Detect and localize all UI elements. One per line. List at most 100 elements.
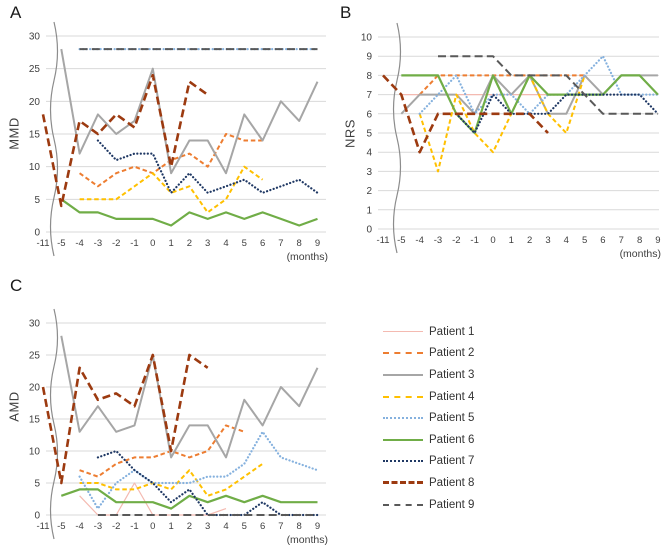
series-line-p5-chart-c: [78, 430, 319, 510]
x-tick-label: -5: [397, 235, 405, 246]
x-tick-label: 2: [527, 235, 532, 246]
x-tick-label: -4: [415, 235, 423, 246]
series-line-p2-chart-c: [79, 424, 245, 478]
x-tick-label: -3: [434, 235, 442, 246]
series-line-p5-chart-b: [418, 55, 659, 115]
series-line-p6-chart-b: [401, 74, 659, 135]
x-tick-label: -4: [75, 238, 83, 249]
panel-c-label: C: [10, 276, 23, 295]
y-tick-label: 0: [34, 511, 40, 522]
x-tick-label: 2: [187, 238, 192, 249]
x-tick-label: 0: [490, 235, 495, 246]
x-tick-label: -11: [36, 521, 49, 532]
series-line-p4-chart-c: [79, 462, 264, 497]
series-line-p9-chart-b: [438, 55, 658, 115]
x-axis-unit-label: (months): [287, 534, 328, 546]
x-tick-label: -1: [470, 235, 478, 246]
x-tick-label: 6: [600, 235, 605, 246]
chart-a-canvas: 0 5 10 15 20 25 30 -11 -5 -4 -3 -2 -1 0 1 2 3 4 5 6 7 8 9 (mont…: [29, 21, 328, 263]
panel-b-label: B: [340, 3, 352, 22]
y-tick-label: 8: [366, 71, 372, 82]
y-tick-label: 10: [29, 162, 41, 173]
chart-b-canvas: 0 1 2 3 4 5 6 7 8 9 10 -11 -5 -4 -3 -2 -1 0 1 2 3 4 5 6 7 8 9 (mont…: [361, 22, 661, 260]
x-tick-label: -4: [75, 521, 83, 532]
x-tick-label: -5: [57, 521, 65, 532]
axis-break-squiggle: [392, 22, 402, 254]
legend-label-patient-9: Patient 9: [429, 498, 475, 511]
x-tick-label: 8: [637, 235, 642, 246]
y-tick-label: 25: [29, 64, 41, 75]
legend-item-patient-8: Patient 8: [383, 472, 474, 494]
y-tick-label: 5: [34, 479, 40, 490]
series-line-p2-chart-b: [418, 74, 585, 96]
series-line-p8-chart-c: [41, 353, 209, 485]
series-line-p6-chart-a: [60, 198, 318, 227]
y-tick-label: 20: [29, 383, 41, 394]
x-tick-label: 4: [223, 238, 228, 249]
x-tick-label: -3: [94, 521, 102, 532]
legend-line-p8: [383, 481, 423, 485]
x-axis-unit-label: (months): [287, 251, 328, 263]
legend-item-patient-6: Patient 6: [383, 429, 474, 451]
y-tick-label: 5: [366, 129, 372, 140]
series-line-p8-chart-b: [382, 74, 549, 154]
x-tick-label: 0: [150, 238, 155, 249]
chart-c-canvas: 0 5 10 15 20 25 30 -11 -5 -4 -3 -2 -1 0 1 2 3 4 5 6 7 8 9 (mont…: [29, 308, 328, 546]
x-tick-label: 7: [278, 238, 283, 249]
y-tick-label: 4: [366, 148, 372, 159]
y-tick-label: 30: [29, 32, 41, 43]
y-tick-label: 30: [29, 319, 41, 330]
x-tick-label: 1: [168, 521, 173, 532]
legend-label-patient-7: Patient 7: [429, 455, 475, 468]
legend-item-patient-7: Patient 7: [383, 451, 474, 473]
x-tick-label: 6: [260, 521, 265, 532]
y-tick-label: 2: [366, 186, 372, 197]
legend-line-p9: [383, 503, 423, 506]
legend: Patient 1 Patient 2 Patient 3 Patient 4 …: [383, 321, 474, 515]
x-tick-label: 5: [582, 235, 587, 246]
series-line-p3-chart-a: [60, 48, 319, 175]
legend-item-patient-4: Patient 4: [383, 386, 474, 408]
panel-a-label: A: [10, 3, 22, 22]
x-tick-label: 3: [205, 238, 210, 249]
axis-break-squiggle: [49, 21, 59, 257]
x-tick-label: 7: [278, 521, 283, 532]
x-tick-label: 5: [242, 238, 247, 249]
x-tick-label: -2: [452, 235, 460, 246]
x-tick-label: 5: [242, 521, 247, 532]
series-line-p3-chart-c: [60, 335, 319, 459]
y-tick-label: 10: [29, 447, 41, 458]
x-tick-label: 9: [315, 238, 320, 249]
legend-item-patient-5: Patient 5: [383, 407, 474, 429]
legend-label-patient-6: Patient 6: [429, 433, 475, 446]
legend-line-p3: [383, 373, 423, 376]
legend-label-patient-3: Patient 3: [429, 368, 475, 381]
x-tick-label: 4: [564, 235, 569, 246]
y-tick-label: 0: [366, 225, 372, 236]
y-tick-label: 20: [29, 97, 41, 108]
x-axis-unit-label: (months): [620, 248, 661, 260]
series-line-p8-chart-a: [41, 73, 209, 208]
x-tick-label: 8: [297, 238, 302, 249]
legend-line-p5: [383, 417, 423, 420]
legend-item-patient-3: Patient 3: [383, 364, 474, 386]
legend-line-p7: [383, 460, 423, 463]
x-tick-label: 1: [509, 235, 514, 246]
x-tick-label: 2: [187, 521, 192, 532]
legend-line-p6: [383, 438, 423, 441]
x-tick-label: -3: [94, 238, 102, 249]
y-tick-label: 3: [366, 167, 372, 178]
legend-line-p4: [383, 395, 423, 398]
y-tick-label: 5: [34, 195, 40, 206]
x-tick-label: 1: [168, 238, 173, 249]
y-tick-label: 1: [366, 205, 372, 216]
axis-break-squiggle: [49, 308, 59, 540]
series-line-p7-chart-b: [455, 93, 659, 135]
x-tick-label: -1: [130, 521, 138, 532]
x-tick-label: 8: [297, 521, 302, 532]
y-tick-label: 6: [366, 109, 372, 120]
legend-label-patient-1: Patient 1: [429, 325, 475, 338]
legend-label-patient-2: Patient 2: [429, 347, 475, 360]
legend-item-patient-1: Patient 1: [383, 321, 474, 343]
